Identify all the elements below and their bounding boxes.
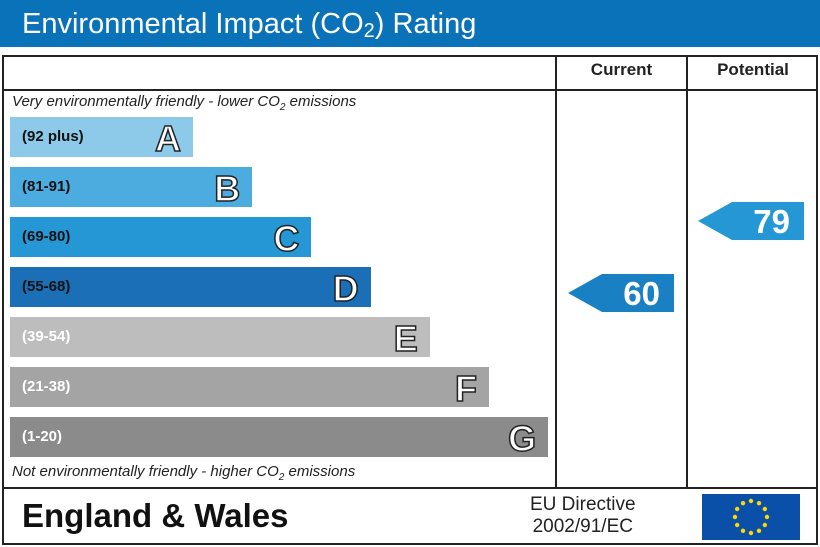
band-f: (21-38) F: [10, 367, 489, 410]
band-range: (1-20): [22, 428, 63, 445]
star-icon: [740, 528, 746, 534]
potential-header: Potential: [717, 60, 789, 79]
star-icon: [748, 498, 754, 504]
band-c: (69-80) C: [10, 217, 312, 260]
region-label: England & Wales: [22, 497, 289, 534]
bottom-note: Not environmentally friendly - higher CO…: [12, 463, 356, 483]
band-range: (92 plus): [22, 128, 84, 145]
star-icon: [756, 500, 762, 506]
band-a: (92 plus) A: [10, 117, 193, 160]
star-icon: [762, 522, 768, 528]
band-range: (39-54): [22, 328, 71, 345]
band-range: (55-68): [22, 278, 71, 295]
top-note: Very environmentally friendly - lower CO…: [12, 93, 357, 113]
band-letter: E: [393, 317, 419, 360]
band-range: (69-80): [22, 228, 71, 245]
star-icon: [756, 528, 762, 534]
star-icon: [762, 506, 768, 512]
band-letter: F: [454, 367, 478, 410]
band-d: (55-68) D: [10, 267, 371, 310]
divider: [2, 89, 818, 91]
eu-flag-icon: [702, 494, 800, 540]
band-letter: D: [332, 267, 360, 310]
divider: [686, 55, 688, 488]
divider: [2, 487, 818, 489]
band-letter: G: [507, 417, 537, 460]
star-icon: [734, 522, 740, 528]
page-title: Environmental Impact (CO2) Rating: [0, 0, 820, 47]
band-range: (81-91): [22, 178, 71, 195]
rating-frame: [2, 55, 818, 545]
star-icon: [734, 506, 740, 512]
band-letter: C: [273, 217, 301, 260]
divider: [555, 55, 557, 488]
band-e: (39-54) E: [10, 317, 430, 360]
directive-line2: 2002/91/EC: [532, 516, 633, 537]
band-letter: B: [213, 167, 241, 210]
directive-line1: EU Directive: [530, 494, 636, 515]
band-letter: A: [154, 117, 182, 160]
eu-directive: EU Directive 2002/91/EC: [530, 494, 636, 538]
star-icon: [732, 514, 738, 520]
band-b: (81-91) B: [10, 167, 253, 210]
current-header: Current: [590, 60, 653, 79]
star-icon: [740, 500, 746, 506]
star-icon: [764, 514, 770, 520]
band-range: (21-38): [22, 378, 71, 395]
band-g: (1-20) G: [10, 417, 549, 460]
star-icon: [748, 530, 754, 536]
